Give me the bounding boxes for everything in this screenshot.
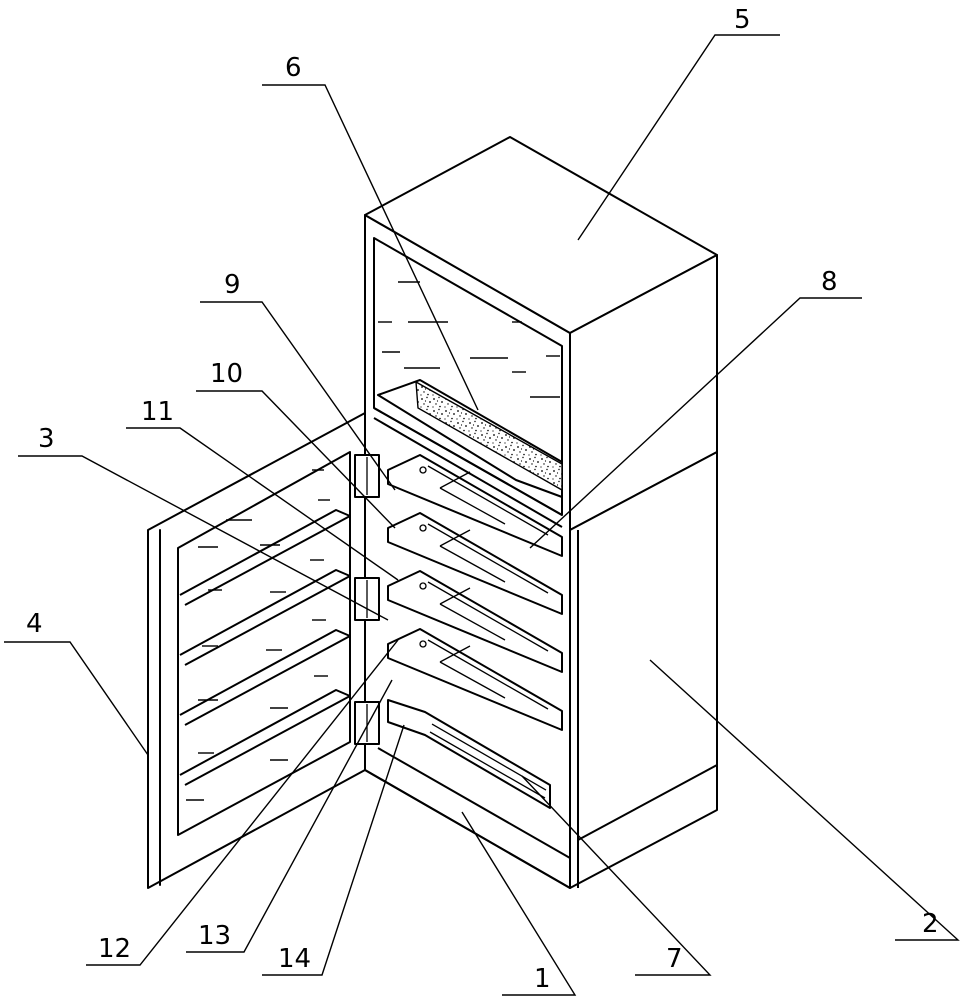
part-labels: 5 6 8 9 10 11 3 4 12 13 14 1 7 2	[26, 5, 939, 994]
cabinet-right-side-lower	[569, 451, 718, 889]
cabinet-body	[364, 136, 718, 889]
label-4: 4	[26, 609, 43, 639]
door-shelves	[179, 509, 351, 786]
door-inner-panel	[177, 451, 351, 836]
door-outer-frame	[147, 412, 366, 889]
compartment-divider	[373, 407, 563, 516]
label-13: 13	[198, 921, 231, 951]
open-door	[147, 412, 380, 889]
door-water-dashes	[186, 469, 330, 801]
base-line	[364, 769, 571, 889]
label-1: 1	[534, 964, 551, 994]
upper-water-dashes	[378, 281, 560, 398]
label-11: 11	[141, 397, 174, 427]
heater-rail-2	[431, 723, 547, 791]
label-10: 10	[210, 359, 243, 389]
label-7: 7	[666, 944, 683, 974]
filter-plate-6	[415, 380, 563, 492]
label-2: 2	[922, 909, 939, 939]
label-5: 5	[734, 5, 751, 35]
label-14: 14	[278, 944, 311, 974]
plinth-line-right	[577, 764, 718, 841]
tray-4	[387, 628, 563, 731]
lower-trays	[387, 454, 563, 731]
label-3: 3	[38, 424, 55, 454]
bottom-drawer	[387, 699, 551, 809]
label-8: 8	[821, 267, 838, 297]
base-top-line	[377, 747, 571, 859]
tray-2	[387, 512, 563, 615]
label-6: 6	[285, 53, 302, 83]
leader-lines	[4, 34, 960, 996]
tray-3	[387, 570, 563, 673]
heater-rail	[429, 731, 546, 799]
label-9: 9	[224, 270, 241, 300]
tray-1	[387, 454, 563, 557]
label-12: 12	[98, 934, 131, 964]
